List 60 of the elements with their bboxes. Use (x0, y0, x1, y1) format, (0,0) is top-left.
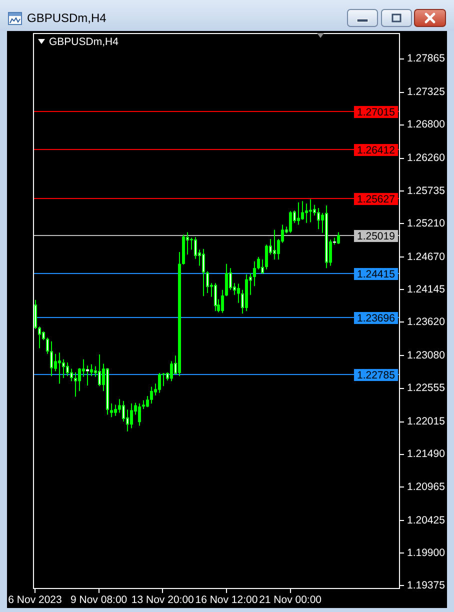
candlestick (261, 258, 264, 274)
candlestick (74, 372, 77, 398)
y-tick-label: 1.24670 (407, 250, 446, 263)
y-tick-label: 1.27325 (407, 86, 446, 98)
candlestick (98, 354, 101, 387)
candlestick (214, 282, 217, 312)
candlestick (62, 358, 65, 379)
y-tick-label: 1.27865 (407, 52, 446, 65)
y-tick-label: 1.22555 (407, 382, 446, 394)
y-tick-label: 1.23620 (407, 316, 446, 328)
y-tick-label: 1.23080 (407, 350, 446, 362)
y-tick-label: 1.24145 (407, 283, 446, 296)
candlestick (66, 362, 69, 377)
ref-line-label: 1.26412 (357, 144, 396, 156)
x-tick-label: 13 Nov 20:00 (131, 594, 194, 606)
candlestick (162, 372, 165, 387)
ref-line-label: 1.25627 (357, 193, 396, 206)
chart-title: GBPUSDm,H4 (27, 11, 106, 25)
candlestick (126, 409, 129, 432)
y-tick-label: 1.20425 (407, 514, 446, 526)
chart-subtitle: GBPUSDm,H4 (49, 36, 118, 48)
y-tick-label: 1.25735 (407, 184, 446, 197)
ref-line-label: 1.25019 (357, 230, 396, 242)
ref-line-label: 1.22785 (357, 369, 396, 382)
candlestick (58, 352, 61, 384)
candlestick (297, 202, 300, 226)
y-tick-label: 1.19900 (407, 546, 446, 559)
candlestick (325, 205, 328, 269)
candlestick (202, 248, 205, 297)
candlestick (110, 402, 113, 418)
candlestick (38, 326, 41, 349)
candlestick (106, 368, 109, 416)
candlestick (70, 368, 73, 382)
y-tick-label: 1.26800 (407, 118, 446, 131)
x-tick-label: 9 Nov 08:00 (70, 594, 128, 606)
candlestick (82, 358, 85, 378)
y-tick-label: 1.20965 (407, 480, 446, 493)
candlestick (114, 404, 117, 416)
x-tick-label: 21 Nov 00:00 (259, 594, 322, 606)
candlestick (122, 400, 125, 422)
x-tick-label: 6 Nov 2023 (8, 594, 62, 606)
y-tick-label: 1.25210 (407, 217, 446, 230)
candlestick (237, 283, 240, 304)
candlestick (305, 203, 308, 224)
candlestick (317, 207, 320, 230)
y-tick-label: 1.21490 (407, 448, 446, 460)
candlestick (46, 337, 49, 354)
ref-line-label: 1.27015 (357, 106, 396, 118)
candlestick (50, 340, 53, 377)
candlestick (90, 364, 93, 377)
candlestick (206, 270, 209, 294)
candlestick (273, 229, 276, 260)
y-tick-label: 1.19375 (407, 579, 446, 592)
candlestick (194, 236, 197, 260)
ref-line-label: 1.23696 (357, 312, 396, 324)
y-tick-label: 1.26260 (407, 152, 446, 164)
ref-line-label: 1.24415 (357, 268, 396, 280)
x-tick-label: 16 Nov 12:00 (195, 594, 258, 606)
candlestick (301, 200, 304, 220)
y-tick-label: 1.22015 (407, 416, 446, 428)
